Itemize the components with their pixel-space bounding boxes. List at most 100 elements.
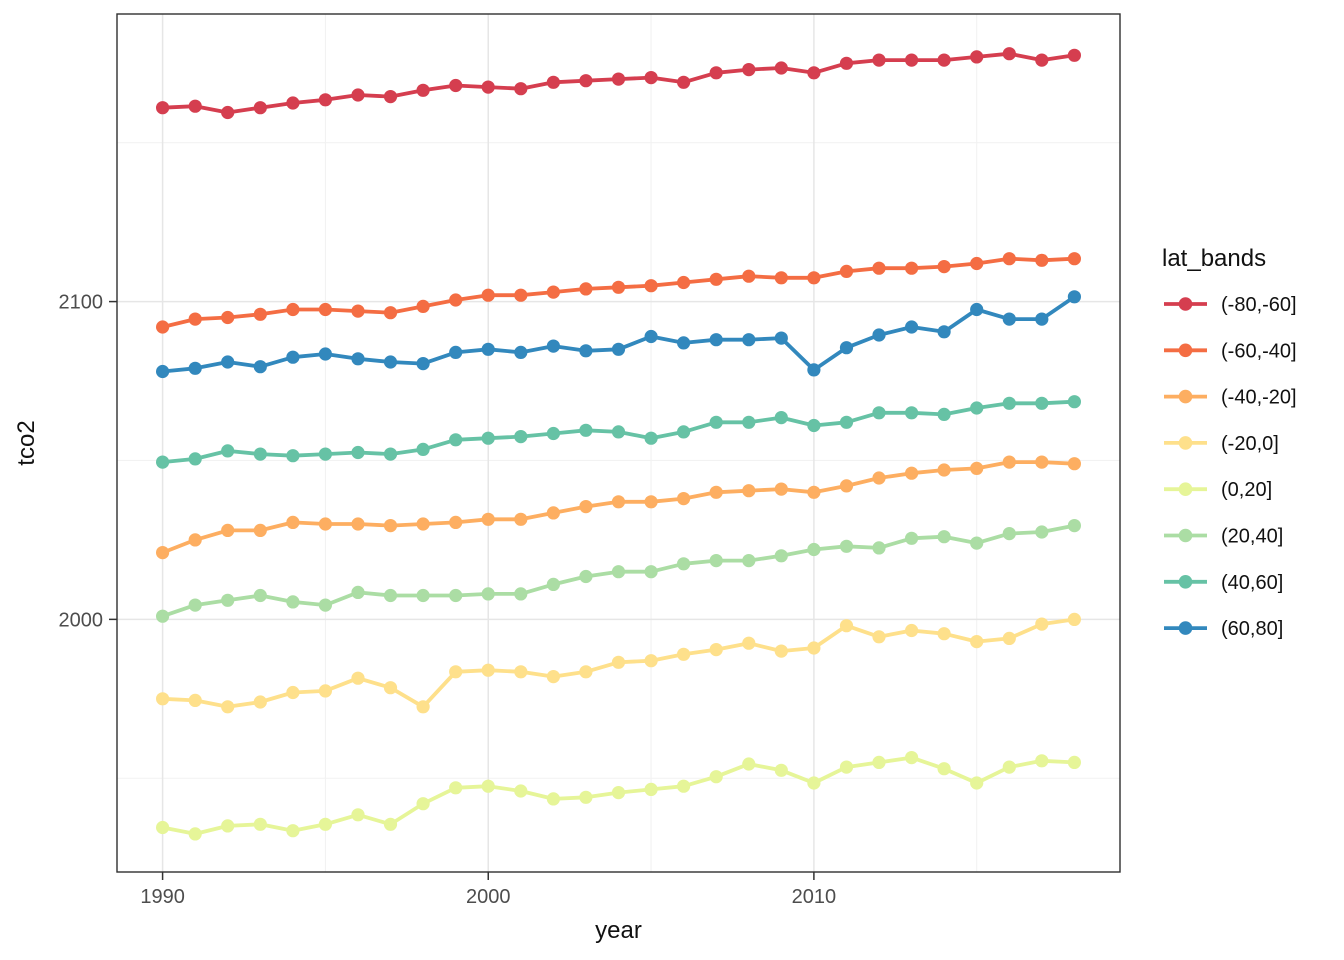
data-point — [644, 782, 658, 797]
data-point — [807, 66, 821, 80]
data-point — [970, 776, 984, 790]
series-0 — [156, 47, 1081, 120]
data-point — [156, 364, 170, 379]
data-point — [156, 820, 170, 835]
data-point — [970, 256, 984, 271]
data-point — [253, 307, 267, 321]
data-point — [383, 355, 398, 369]
data-point — [351, 808, 365, 822]
series-6 — [156, 395, 1081, 469]
data-point — [872, 406, 886, 420]
data-point — [253, 523, 267, 538]
data-point — [872, 630, 886, 644]
data-point — [253, 588, 267, 603]
legend-item-6: (40,60] — [1164, 572, 1283, 594]
data-point — [1035, 53, 1049, 67]
legend-key-point — [1178, 436, 1193, 450]
data-point — [188, 452, 202, 466]
data-point — [416, 83, 430, 97]
data-point — [481, 779, 495, 793]
data-point — [318, 817, 332, 831]
data-point — [611, 495, 626, 509]
data-point — [286, 595, 300, 609]
data-point — [742, 484, 756, 498]
data-point — [677, 647, 691, 661]
data-point — [579, 282, 593, 296]
data-point — [351, 88, 365, 102]
data-point — [872, 755, 886, 770]
data-point — [709, 770, 723, 784]
data-point — [937, 325, 951, 339]
data-point — [1067, 612, 1081, 627]
legend-item-0: (-80,-60] — [1164, 294, 1297, 316]
data-point — [351, 585, 365, 600]
data-point — [872, 53, 886, 67]
data-point — [1067, 755, 1081, 770]
data-point — [709, 554, 723, 568]
data-point — [644, 654, 658, 668]
data-point — [286, 350, 300, 364]
data-point — [774, 331, 788, 345]
data-point — [1035, 396, 1049, 410]
data-point — [742, 554, 756, 568]
data-point — [611, 72, 626, 86]
data-point — [383, 306, 398, 320]
data-point — [1035, 754, 1049, 768]
data-point — [156, 320, 170, 334]
data-point — [937, 530, 951, 544]
axes: 2000 2100 1990 2000 2010 — [59, 292, 837, 908]
data-point — [774, 271, 788, 285]
data-point — [1035, 312, 1049, 326]
data-point — [579, 423, 593, 437]
series-7 — [156, 290, 1081, 379]
data-point — [839, 56, 854, 70]
data-point — [742, 415, 756, 429]
data-point — [1067, 290, 1081, 304]
data-point — [449, 588, 463, 603]
data-point — [970, 401, 984, 415]
data-point — [546, 339, 561, 353]
data-point — [416, 588, 430, 603]
data-point — [1067, 252, 1081, 266]
data-point — [188, 312, 202, 326]
data-point — [416, 700, 430, 714]
data-point — [1035, 253, 1049, 267]
data-point — [156, 692, 170, 706]
data-point — [416, 442, 430, 456]
data-point — [383, 519, 398, 533]
data-point — [514, 587, 528, 601]
legend-key-point — [1178, 482, 1193, 497]
data-point — [709, 66, 723, 80]
data-point — [774, 411, 788, 425]
data-point — [416, 797, 430, 811]
data-point — [156, 609, 170, 623]
data-point — [221, 105, 235, 120]
data-point — [156, 455, 170, 469]
data-point — [351, 517, 365, 531]
data-point — [481, 342, 495, 356]
data-point — [774, 482, 788, 496]
data-point — [1067, 519, 1081, 533]
data-point — [644, 279, 658, 293]
data-point — [742, 333, 756, 347]
data-point — [253, 101, 267, 115]
data-point — [644, 565, 658, 579]
series-2 — [156, 455, 1081, 560]
data-point — [546, 506, 561, 520]
data-point — [579, 500, 593, 514]
data-point — [188, 827, 202, 841]
data-point — [807, 271, 821, 285]
data-point — [807, 641, 821, 655]
legend-label: (-60,-40] — [1221, 340, 1297, 362]
data-point — [905, 53, 919, 67]
data-point — [611, 425, 626, 439]
y-tick-label: 2100 — [59, 292, 104, 314]
data-point — [318, 93, 332, 107]
data-point — [1035, 617, 1049, 631]
data-point — [481, 288, 495, 302]
data-point — [286, 449, 300, 463]
data-point — [905, 406, 919, 420]
series-4 — [156, 751, 1081, 841]
data-point — [905, 320, 919, 334]
